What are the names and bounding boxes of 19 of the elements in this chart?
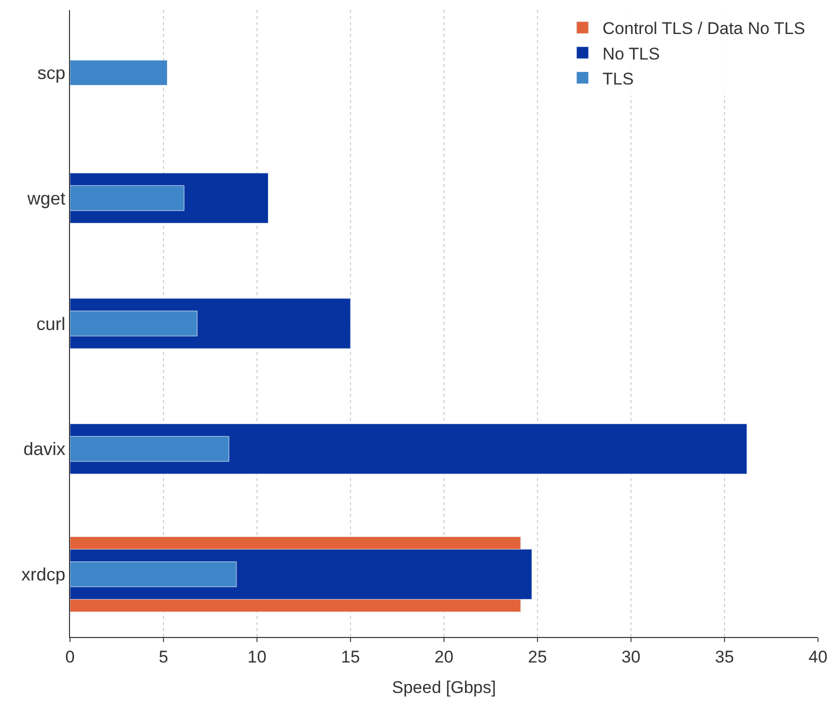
x-tick-label: 30 [622,647,640,666]
y-tick-label: davix [23,439,66,460]
y-tick-label: curl [36,314,66,334]
legend-label: No TLS [602,44,660,64]
legend-label: Control TLS / Data No TLS [602,19,806,38]
y-tick-label: wget [26,188,66,208]
x-tick-label: 5 [158,647,168,666]
x-tick-label: 15 [341,647,360,666]
bar [70,60,168,86]
x-tick-label: 25 [528,647,547,666]
y-tick-label: scp [37,63,66,83]
x-tick-label: 0 [65,647,75,666]
y-tick-label: xrdcp [21,564,66,585]
x-tick-label: 10 [248,647,266,666]
x-tick-label: 35 [715,647,734,666]
x-axis-title: Speed [Gbps] [392,678,496,697]
legend-label: TLS [602,69,634,88]
x-tick-label: 20 [434,647,454,666]
x-tick-label: 40 [808,647,828,666]
